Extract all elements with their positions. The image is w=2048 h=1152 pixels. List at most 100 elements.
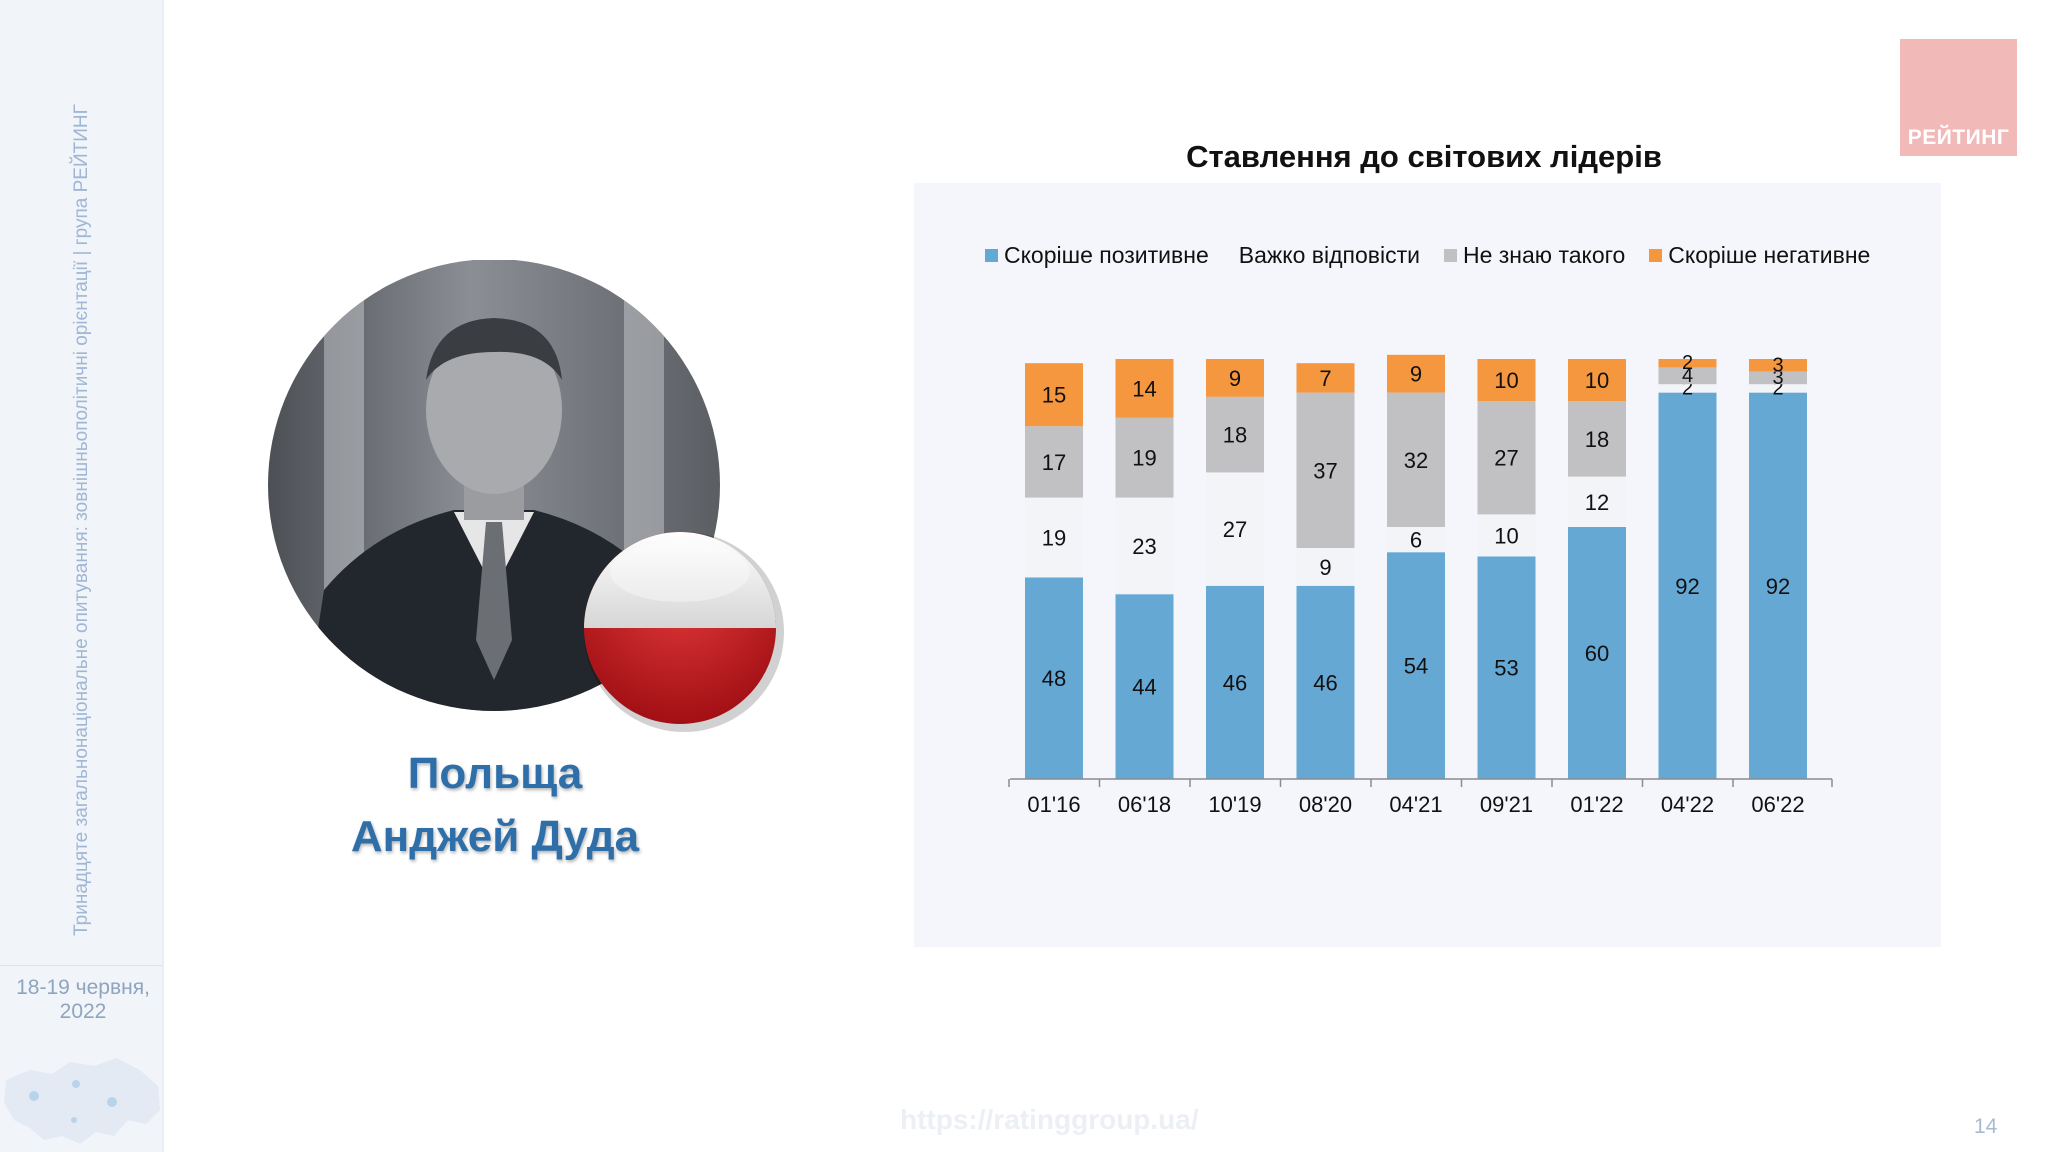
bar-data-label: 18 [1223,423,1247,448]
bar-data-label: 9 [1229,366,1241,391]
bar-segment [1025,426,1083,498]
x-tick-label: 06'22 [1751,792,1804,817]
rating-logo: РЕЙТИНГ [1900,39,2017,156]
leader-portrait [268,260,784,732]
bar-data-label: 53 [1494,656,1518,681]
bar-data-label: 12 [1585,490,1609,515]
bar-data-label: 19 [1042,526,1066,551]
x-tick-label: 09'21 [1480,792,1533,817]
bar-data-label: 44 [1132,675,1156,700]
bar-segment [1568,359,1626,401]
x-tick-label: 01'22 [1570,792,1623,817]
sidebar-border [162,0,164,1152]
x-tick-label: 04'21 [1389,792,1442,817]
bar-segment [1206,396,1264,473]
bar-data-label: 32 [1404,448,1428,473]
bar-data-label: 17 [1042,450,1066,475]
bar-data-label: 60 [1585,641,1609,666]
bar-segment [1296,585,1355,779]
bar-data-label: 4 [1682,365,1693,387]
ukraine-map-icon [4,1058,160,1144]
bar-segment [1568,401,1626,477]
bar-data-label: 2 [1772,377,1783,399]
legend-swatch [1443,248,1457,262]
legend-label: Скоріше негативне [1668,241,1871,268]
survey-date-line1: 18-19 червня, [16,976,150,999]
legend-label: Скоріше позитивне [1004,241,1209,268]
bar-segment [1749,392,1807,779]
portrait-group [264,260,804,745]
bar-data-label: 6 [1410,528,1422,553]
bar-data-label: 27 [1223,517,1247,542]
bar-data-label: 9 [1410,362,1422,387]
bar-segment [1296,392,1355,548]
bar-segment [1387,392,1445,527]
bar-data-label: 54 [1404,654,1428,679]
bar-data-label: 15 [1042,383,1066,408]
legend-item-negative: Скоріше негативне [1649,242,1870,269]
chart-legend: Скоріше позитивне Важко відповісти Не зн… [985,240,1894,270]
bar-data-label: 27 [1494,446,1518,471]
chart-title: Ставлення до світових лідерів [1186,139,1662,174]
sidebar [0,0,162,1152]
legend-swatch [985,248,998,262]
footer-url[interactable]: https://ratinggroup.ua/ [900,1104,1199,1135]
bar-data-label: 3 [1772,354,1783,376]
bar-segment [1387,527,1445,553]
bar-data-label: 18 [1585,427,1609,452]
bar-data-label: 46 [1223,670,1247,695]
bar-segment [1296,363,1355,393]
legend-label: Важко відповісти [1238,241,1420,268]
bar-segment [1477,514,1536,557]
legend-item-positive: Скоріше позитивне [985,242,1209,269]
bar-data-label: 3 [1772,367,1783,389]
bar-segment [1749,359,1807,372]
legend-swatch [1649,248,1663,262]
bar-segment [1387,552,1445,779]
bar-data-label: 10 [1494,368,1518,393]
bar-segment [1115,417,1174,498]
bar-segment [1568,527,1626,779]
bar-segment [1658,392,1717,779]
bar-data-label: 48 [1042,666,1066,691]
bar-segment [1206,359,1264,397]
bar-segment [1477,401,1536,515]
bar-data-label: 2 [1682,377,1693,399]
x-tick-label: 06'18 [1118,792,1171,817]
bar-data-label: 10 [1585,368,1609,393]
bar-segment [1477,556,1536,779]
x-tick-label: 04'22 [1661,792,1714,817]
legend-item-hard-to-say: Важко відповісти [1233,242,1420,269]
bar-segment [1749,384,1807,393]
bar-segment [1568,476,1626,527]
x-tick-label: 10'19 [1208,792,1261,817]
bar-segment [1025,497,1083,578]
bar-segment [1115,594,1174,779]
bar-data-label: 14 [1132,376,1156,401]
bar-data-label: 9 [1319,555,1331,580]
sidebar-divider [0,965,162,966]
bar-segment [1115,497,1174,595]
bar-segment [1658,384,1717,393]
bar-data-label: 92 [1675,574,1699,599]
bar-segment [1206,472,1264,586]
bar-data-label: 92 [1766,574,1790,599]
bar-segment [1025,363,1083,427]
bar-segment [1206,585,1264,779]
legend-item-dont-know: Не знаю такого [1443,242,1625,269]
x-tick-label: 01'16 [1027,792,1080,817]
bar-segment [1115,359,1174,418]
bar-data-label: 23 [1132,534,1156,559]
bar-segment [1387,354,1445,393]
poland-flag-icon [584,532,784,732]
logo-text: РЕЙТИНГ [1907,126,2010,149]
country-name: Польща [407,749,583,798]
bar-segment [1749,371,1807,385]
bar-segment [1296,548,1355,586]
bar-segment [1025,577,1083,779]
bar-segment [1658,359,1717,368]
bar-data-label: 46 [1313,670,1337,695]
bar-segment [1658,367,1717,385]
bar-data-label: 37 [1313,458,1337,483]
